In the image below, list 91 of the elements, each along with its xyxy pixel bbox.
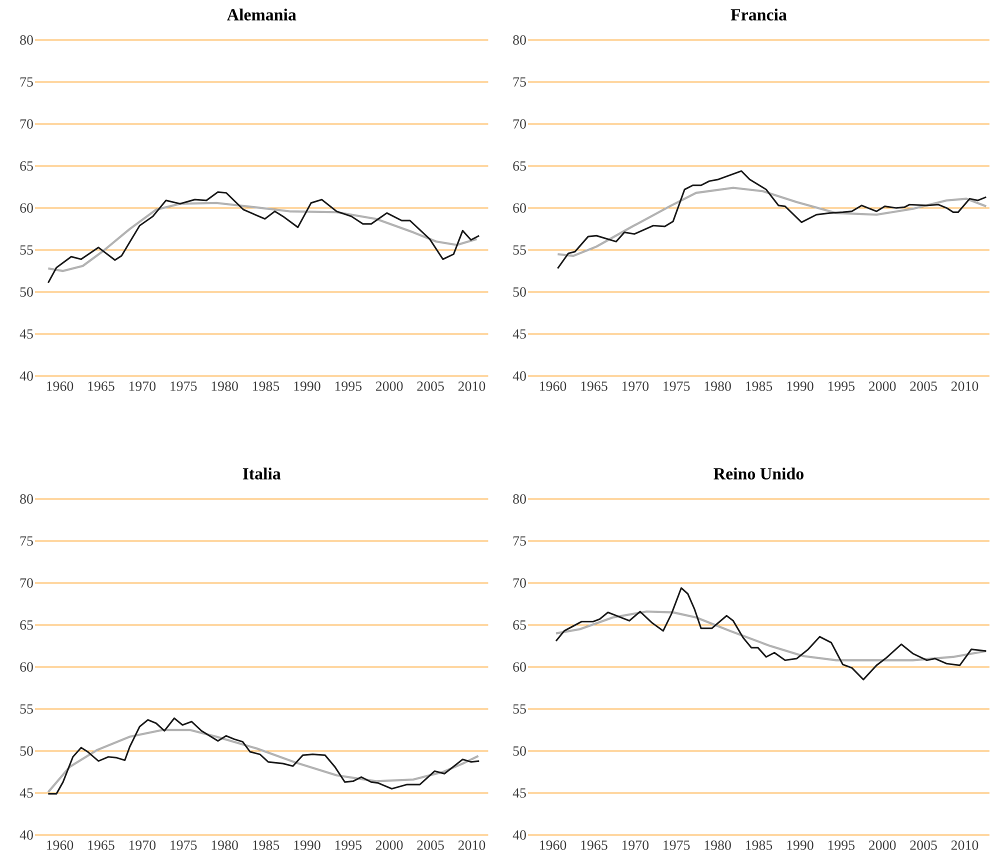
chart-title: Alemania (226, 8, 296, 20)
y-tick-label: 80 (513, 494, 526, 504)
x-tick-label: 1970 (129, 840, 156, 850)
x-tick-label: 1970 (622, 381, 649, 391)
y-tick-label: 65 (20, 620, 33, 630)
x-tick-label: 2005 (910, 840, 937, 850)
x-tick-label: 1975 (664, 840, 690, 850)
x-tick-label: 1990 (787, 840, 814, 850)
y-tick-label: 80 (20, 494, 33, 504)
x-tick-label: 1985 (253, 840, 280, 850)
line-series (47, 717, 480, 795)
y-tick-label: 40 (20, 371, 33, 381)
x-tick-label: 1985 (746, 840, 772, 850)
line-series (47, 728, 480, 794)
y-tick-label: 50 (513, 287, 526, 297)
x-tick-label: 1995 (335, 840, 362, 850)
x-tick-label: 2010 (951, 381, 978, 391)
x-tick-label: 1960 (540, 381, 566, 391)
y-tick-label: 70 (20, 578, 33, 588)
y-tick-label: 45 (20, 788, 33, 798)
y-tick-label: 65 (20, 161, 33, 171)
x-tick-label: 1990 (294, 381, 320, 391)
y-tick-label: 40 (20, 830, 33, 840)
x-tick-label: 2005 (417, 381, 444, 391)
x-tick-label: 2010 (458, 840, 486, 850)
y-tick-label: 65 (513, 620, 526, 630)
x-tick-label: 1975 (170, 840, 197, 850)
x-tick-label: 1960 (540, 840, 566, 850)
y-tick-label: 55 (20, 704, 33, 714)
x-tick-label: 2010 (951, 840, 978, 850)
y-tick-label: 70 (513, 578, 526, 588)
x-tick-label: 2010 (458, 381, 486, 391)
line-series (556, 170, 987, 270)
y-tick-label: 75 (513, 77, 526, 87)
line-series (555, 587, 987, 680)
y-tick-label: 45 (512, 329, 526, 339)
x-tick-label: 1970 (622, 840, 649, 850)
x-tick-label: 1990 (787, 381, 814, 391)
chart-title: Italia (242, 468, 281, 480)
y-tick-label: 55 (20, 245, 33, 255)
x-tick-label: 1965 (581, 840, 608, 850)
y-tick-label: 75 (20, 536, 33, 546)
x-tick-label: 1975 (170, 382, 197, 391)
y-tick-label: 40 (512, 830, 526, 840)
x-tick-label: 1995 (828, 840, 855, 850)
chart-title: Francia (730, 8, 787, 20)
line-series (47, 191, 480, 284)
y-tick-label: 70 (513, 119, 526, 129)
x-tick-label: 2000 (868, 381, 896, 391)
x-tick-label: 1980 (704, 381, 731, 391)
x-tick-label: 2005 (910, 381, 937, 391)
x-tick-label: 1960 (47, 381, 74, 391)
x-tick-label: 1975 (664, 382, 690, 391)
x-tick-label: 1985 (253, 381, 280, 391)
y-tick-label: 60 (513, 203, 526, 213)
x-tick-label: 2000 (376, 840, 403, 850)
x-tick-label: 1980 (704, 840, 731, 850)
y-tick-label: 60 (20, 203, 33, 213)
y-tick-label: 45 (512, 788, 526, 798)
y-tick-label: 70 (20, 119, 33, 129)
y-tick-label: 60 (20, 662, 33, 672)
y-tick-label: 80 (20, 35, 33, 45)
y-tick-label: 50 (20, 287, 33, 297)
x-tick-label: 2000 (376, 381, 403, 391)
x-tick-label: 1965 (88, 840, 114, 850)
x-tick-label: 1965 (88, 382, 114, 391)
y-tick-label: 50 (20, 746, 33, 756)
y-tick-label: 50 (513, 746, 526, 756)
y-tick-label: 60 (513, 662, 526, 672)
x-tick-label: 1960 (47, 840, 74, 850)
x-tick-label: 1980 (212, 840, 238, 850)
x-tick-label: 1970 (129, 381, 156, 391)
x-tick-label: 1980 (212, 381, 238, 391)
x-tick-label: 1995 (828, 382, 855, 391)
x-tick-label: 2000 (868, 840, 896, 850)
line-series (556, 186, 988, 257)
y-tick-label: 65 (513, 161, 526, 171)
y-tick-label: 45 (20, 329, 33, 339)
x-tick-label: 1995 (335, 382, 362, 391)
line-series (47, 202, 478, 272)
y-tick-label: 75 (20, 77, 33, 87)
x-tick-label: 2005 (417, 840, 444, 850)
y-tick-label: 75 (513, 536, 526, 546)
y-tick-label: 80 (513, 35, 526, 45)
y-tick-label: 55 (513, 704, 526, 714)
y-tick-label: 55 (513, 245, 526, 255)
x-tick-label: 1990 (294, 840, 320, 850)
x-tick-label: 1985 (746, 381, 772, 391)
y-tick-label: 40 (512, 371, 526, 381)
x-tick-label: 1965 (581, 382, 608, 391)
chart-title: Reino Unido (714, 468, 804, 480)
